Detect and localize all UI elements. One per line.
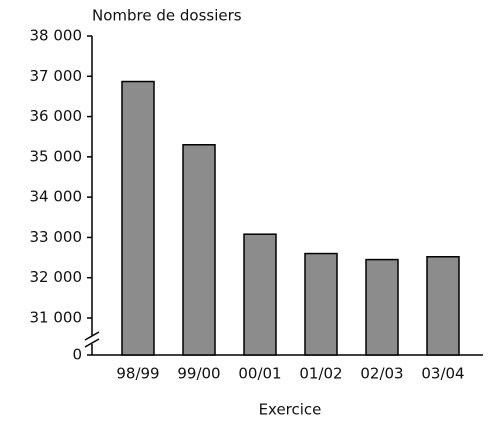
bar (182, 144, 216, 356)
y-tick-label: 33 000 (30, 228, 83, 246)
x-tick-label: 03/04 (421, 365, 464, 383)
x-tick-label: 02/03 (360, 365, 403, 383)
y-tick-label: 0 (72, 346, 82, 364)
y-tick-label: 32 000 (30, 268, 83, 286)
bar (304, 252, 338, 356)
bar (426, 256, 460, 356)
bar (121, 80, 155, 356)
y-tick-label: 37 000 (30, 67, 83, 85)
y-tick-label: 35 000 (30, 147, 83, 165)
y-tick-label: 36 000 (30, 107, 83, 125)
x-tick-label: 00/01 (238, 365, 281, 383)
bar (365, 258, 399, 356)
y-tick-label: 38 000 (30, 27, 83, 45)
chart-title: Nombre de dossiers (92, 7, 242, 25)
axis-break-gap (84, 336, 100, 344)
x-tick-label: 98/99 (116, 365, 159, 383)
axis-break (84, 331, 100, 341)
x-axis-title: Exercice (259, 401, 322, 419)
axis-break (84, 338, 100, 348)
y-tick-label: 31 000 (30, 309, 83, 327)
bar (243, 233, 277, 356)
y-tick-label: 34 000 (30, 188, 83, 206)
x-tick-label: 99/00 (177, 365, 220, 383)
x-tick-label: 01/02 (299, 365, 342, 383)
